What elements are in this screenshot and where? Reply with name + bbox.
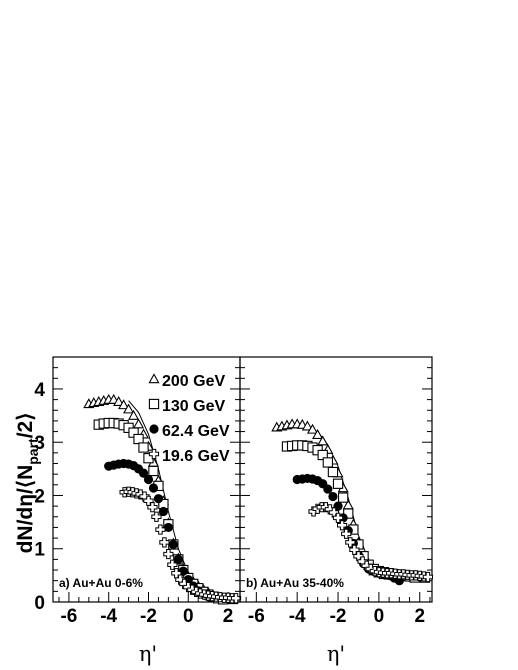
data-point <box>118 399 130 410</box>
data-point <box>301 420 313 431</box>
data-point <box>337 492 349 503</box>
x-axis-label-b: η' <box>327 642 345 666</box>
data-point <box>155 524 166 535</box>
legend-marker <box>148 448 160 460</box>
data-point <box>128 409 140 420</box>
legend-label: 200 GeV <box>162 373 225 390</box>
data-point <box>337 520 348 531</box>
data-point <box>328 491 338 502</box>
data-point <box>422 571 434 583</box>
panel-b: -6 -4 -2 0 2 b) Au+Au 35-40% <box>239 356 434 627</box>
data-point <box>133 433 144 445</box>
data-point <box>332 512 344 523</box>
legend-marker <box>149 424 159 434</box>
data-point <box>306 423 319 434</box>
plot-frame <box>239 356 433 603</box>
x-tick-label: 0 <box>183 606 194 627</box>
data-point <box>332 478 344 489</box>
x-tick-label: 0 <box>374 606 385 627</box>
x-axis-label-a: η' <box>139 642 157 666</box>
series-3 <box>308 502 434 583</box>
data-point <box>312 429 324 439</box>
legend-marker <box>148 398 160 410</box>
y-tick-label: 0 <box>34 593 45 614</box>
data-point <box>345 537 356 548</box>
y-tick-label: 2 <box>34 486 45 507</box>
series-1 <box>281 440 420 583</box>
panel-a: -6 -4 -2 0 2 0 1 2 3 4 a) Au+Au 0-6% 200 GeV 130 GeV… <box>34 356 242 627</box>
data-point <box>123 403 135 414</box>
data-point <box>148 483 159 493</box>
x-tick-label: -2 <box>140 606 157 627</box>
y-tick-label: 4 <box>34 380 45 401</box>
x-tick-label: -4 <box>289 606 306 627</box>
legend-marker <box>148 373 160 384</box>
data-point <box>138 468 149 478</box>
x-tick-label: -6 <box>248 606 265 627</box>
data-point <box>159 537 170 548</box>
x-tick-label: -6 <box>60 606 77 627</box>
x-tick-label: 2 <box>414 606 425 627</box>
data-point <box>317 435 329 446</box>
data-point <box>158 506 169 517</box>
y-tick-label: 3 <box>34 433 45 454</box>
data-point <box>322 457 333 468</box>
y-axis-label: dN/dη/⟨Npart/2⟩ <box>14 413 41 554</box>
data-point <box>133 418 145 429</box>
data-point <box>113 396 125 406</box>
y-tick-label: 1 <box>34 540 45 561</box>
data-point <box>230 593 242 604</box>
data-point <box>341 528 352 539</box>
data-point <box>323 484 333 494</box>
data-point <box>153 494 164 504</box>
legend-label: 130 GeV <box>162 398 225 415</box>
data-point <box>327 466 339 478</box>
data-point <box>338 513 348 523</box>
series-3 <box>119 486 242 604</box>
data-point <box>173 554 183 564</box>
panel-annotation: b) Au+Au 35-40% <box>246 576 344 590</box>
data-point <box>163 548 174 560</box>
data-point <box>138 442 149 453</box>
x-tick-label: 2 <box>223 606 234 627</box>
data-point <box>148 465 159 477</box>
x-tick-label: -4 <box>100 606 117 627</box>
panel-annotation: a) Au+Au 0-6% <box>59 576 143 590</box>
data-point <box>168 539 178 550</box>
data-point <box>143 474 154 485</box>
data-point <box>151 511 162 522</box>
legend-label: 19.6 GeV <box>162 448 230 465</box>
data-point <box>163 522 173 533</box>
x-tick-label: -2 <box>330 606 347 627</box>
legend-label: 62.4 GeV <box>162 423 230 440</box>
